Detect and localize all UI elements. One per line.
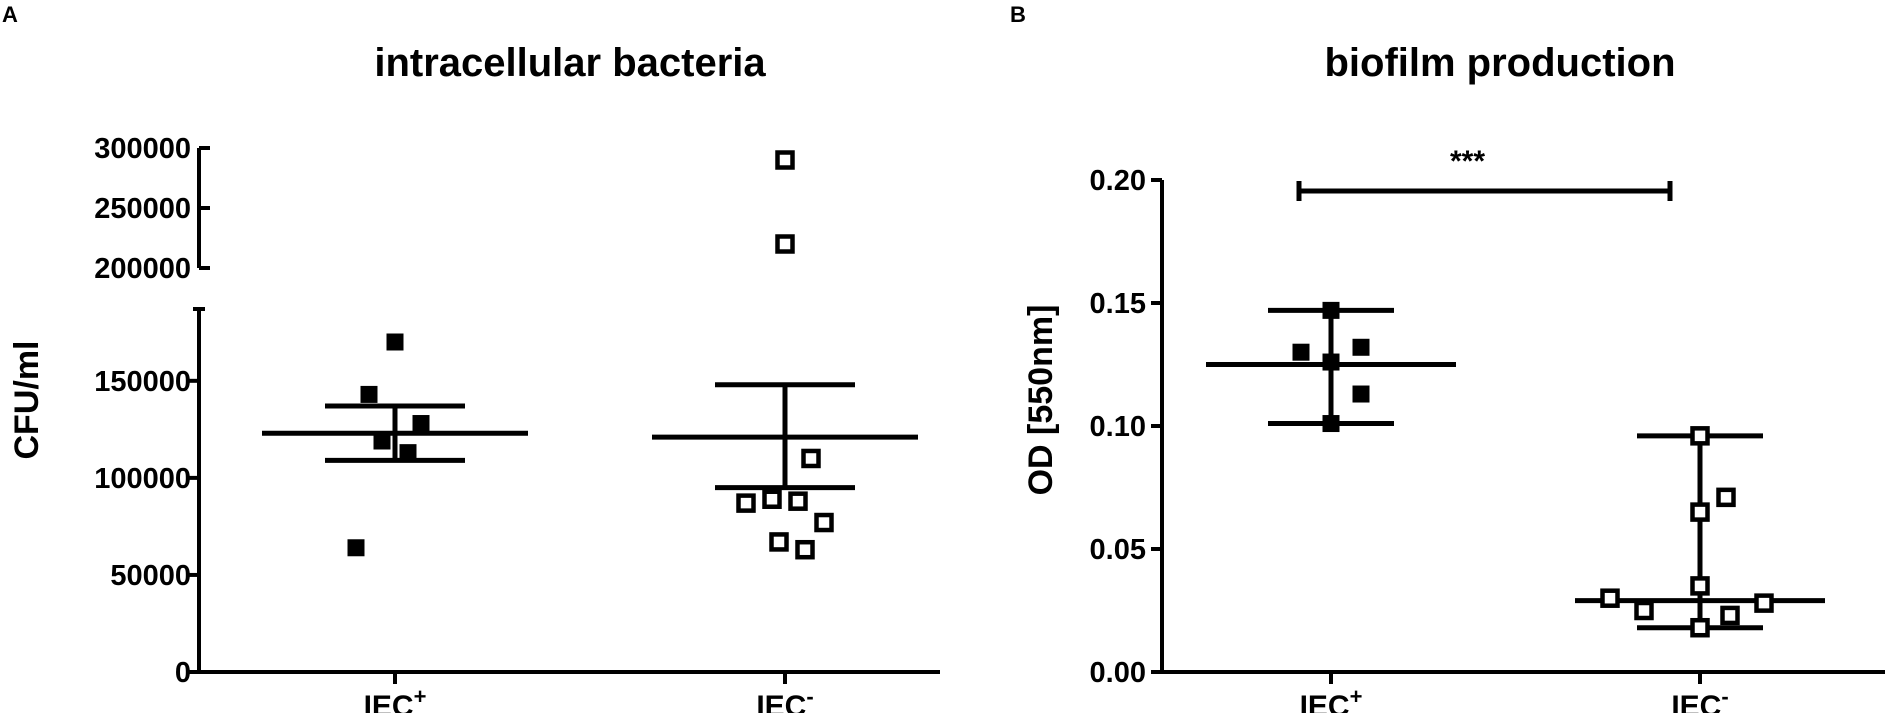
panel-b-data-point <box>1322 301 1340 319</box>
panel-a-data-point <box>775 234 795 254</box>
panel-b-y-tick-label: 0.05 <box>1090 534 1146 566</box>
panel-b-marks: *** <box>1206 145 1825 638</box>
panel-b-data-point <box>1720 605 1740 626</box>
panel-b-data-point <box>1754 593 1774 613</box>
panel-b-data-point <box>1690 426 1710 446</box>
panel-a-data-point <box>762 489 782 509</box>
panel-b-data-point <box>1352 385 1370 403</box>
panel-a-x-tick-label: IEC- <box>756 684 813 713</box>
panel-b-data-point <box>1322 353 1340 371</box>
panel-b-x-tick-label: IEC+ <box>1300 684 1363 713</box>
panel-b-label: B <box>1010 2 1026 27</box>
panel-b-significance-label: *** <box>1450 145 1485 178</box>
panel-a-data-point <box>386 333 404 351</box>
panel-b-y-axis-label: OD [550nm] <box>1022 305 1060 496</box>
panel-a-label: A <box>2 2 18 27</box>
panel-a-y-tick-label: 100000 <box>94 463 191 495</box>
panel-a-data-point <box>399 444 417 462</box>
panel-a-data-point <box>347 539 365 557</box>
panel-a-y-tick-label: 200000 <box>94 253 191 285</box>
panel-a-data-point <box>412 415 430 433</box>
panel-b-data-point <box>1634 600 1654 621</box>
panel-b-data-point <box>1322 415 1340 433</box>
panel-b-x-tick-label: IEC- <box>1671 684 1728 713</box>
panel-b-data-point <box>1600 588 1620 608</box>
panel-a-data-point <box>373 432 391 450</box>
panel-b-data-point <box>1690 576 1710 596</box>
panel-a-data-point <box>736 493 756 513</box>
panel-b-y-tick-label: 0.15 <box>1090 288 1146 320</box>
panel-a-y-tick-label: 0 <box>175 657 191 689</box>
panel-a-x-tick-label: IEC+ <box>364 684 427 713</box>
panel-b-data-point <box>1690 617 1710 638</box>
panel-a-title: intracellular bacteria <box>374 41 766 85</box>
panel-b-data-point <box>1292 343 1310 361</box>
panel-b-data-point <box>1716 487 1736 508</box>
panel-b-y-tick-label: 0.10 <box>1090 411 1146 443</box>
panel-b-data-point <box>1352 338 1370 356</box>
panel-a-y-tick-label: 250000 <box>94 193 191 225</box>
panel-a-data-point <box>769 532 789 552</box>
panel-b-data-point <box>1690 502 1710 522</box>
panel-a-y-axis-label: CFU/ml <box>8 341 46 460</box>
panel-b-y-tick-label: 0.00 <box>1090 657 1146 689</box>
panel-b-y-tick-label: 0.20 <box>1090 165 1146 197</box>
panel-b-axes: 0.00 0.05 0.10 0.15 0.20 IEC+ IEC- <box>1090 165 1885 713</box>
panel-b-title: biofilm production <box>1324 41 1675 85</box>
panel-a-data-point <box>814 512 834 533</box>
panel-a-data-point <box>795 539 815 560</box>
panel-a: A intracellular bacteria CFU/ml 0 50000 10… <box>2 2 940 713</box>
panel-a-data-point <box>801 448 821 469</box>
panel-a-data-point <box>775 150 795 170</box>
panel-a-y-tick-label: 150000 <box>94 366 191 398</box>
panel-a-marks <box>262 150 918 560</box>
panel-b: B biofilm production OD [550nm] 0.00 0.05… <box>1010 2 1885 713</box>
panel-a-y-tick-label: 50000 <box>110 560 191 592</box>
panel-a-data-point <box>788 491 808 511</box>
panel-a-axes: 0 50000 100000 150000 200000 250000 300000 IEC+… <box>94 133 940 713</box>
panel-a-y-tick-label: 300000 <box>94 133 191 165</box>
panel-a-data-point <box>360 385 378 403</box>
